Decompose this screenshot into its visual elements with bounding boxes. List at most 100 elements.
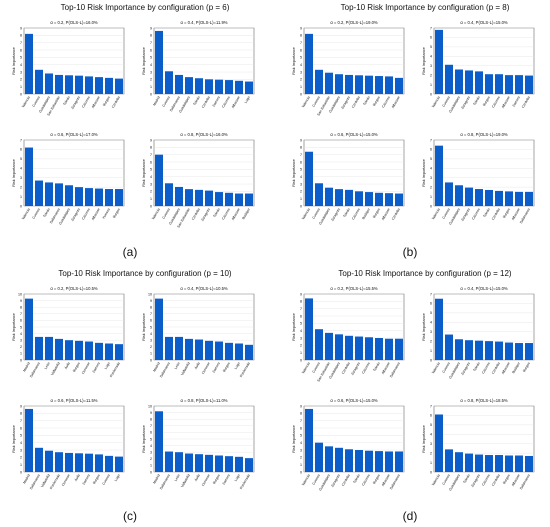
x-tick-label: Albacete: [511, 207, 521, 221]
bar-salamanca: [35, 336, 43, 360]
y-tick-label: 2: [150, 345, 152, 349]
bar-c-rdoba: [195, 189, 203, 206]
x-tick-label: Valencia: [431, 207, 441, 220]
x-tick-label: Cáceres: [481, 361, 491, 374]
y-tick-label: 7: [300, 419, 302, 423]
y-tick-label: 8: [150, 34, 152, 38]
x-tick-label: Zamora: [212, 95, 221, 107]
bar-c-ceres: [365, 450, 373, 472]
bar-guadalajara: [455, 339, 463, 360]
bar-san-sebasti-n: [55, 74, 63, 94]
y-tick-label: 5: [300, 434, 302, 438]
subplot-header: α = 0.4, P(OLS-L)=15.0%: [460, 286, 508, 291]
bar-guadalajara: [455, 185, 463, 206]
bar-c-ceres: [225, 192, 233, 206]
y-tick-label: 7: [150, 312, 152, 316]
bar-albacete: [395, 77, 403, 94]
x-tick-label: Ávila: [64, 361, 71, 369]
y-tick-label: 3: [300, 70, 302, 74]
x-tick-label: Córdoba: [201, 95, 211, 108]
y-axis-label: Risk Importance: [422, 425, 426, 452]
x-tick-label: Salamanca: [29, 361, 41, 378]
x-tick-label: Cuenca: [102, 473, 111, 485]
bar-guadalajara: [335, 74, 343, 94]
y-tick-label: 5: [300, 56, 302, 60]
bar-cuenca: [35, 69, 43, 94]
bar-c-ceres: [495, 74, 503, 94]
y-tick-label: 7: [430, 292, 432, 296]
y-tick-label: 2: [300, 456, 302, 460]
y-axis-label: Risk Importance: [292, 425, 296, 452]
y-tick-label: 5: [430, 157, 432, 161]
x-tick-label: Burgos: [212, 473, 221, 485]
x-tick-label: Cuenca: [162, 95, 171, 107]
x-tick-label: Cuenca: [442, 473, 451, 485]
y-tick-label: 0: [150, 470, 152, 474]
subplot-4: α = 0.8, P(OLS-L)=16.0% 0 1 2 3 4 5 6 7 8 9 Risk Im…: [142, 132, 255, 229]
y-tick-label: 1: [150, 197, 152, 201]
bar-toledo: [475, 340, 483, 360]
x-tick-label: Valencia: [431, 473, 441, 486]
y-tick-label: 7: [430, 404, 432, 408]
bar-valencia: [435, 414, 443, 472]
bar-c-rdoba: [345, 449, 353, 472]
y-tick-label: 6: [150, 319, 152, 323]
y-tick-label: 3: [430, 442, 432, 446]
y-tick-label: 2: [300, 190, 302, 194]
x-tick-label: Valladolid: [180, 361, 191, 376]
x-tick-label: Valencia: [301, 207, 311, 220]
y-axis-label: Risk Importance: [12, 47, 16, 74]
y-tick-label: 4: [20, 167, 22, 171]
bar-guadalajara: [65, 185, 73, 206]
x-tick-label: Lugo: [234, 361, 241, 370]
y-tick-label: 0: [20, 470, 22, 474]
x-tick-label: Toledo: [342, 207, 351, 218]
y-tick-label: 3: [300, 448, 302, 452]
y-tick-label: 1: [20, 195, 22, 199]
bar-valencia: [435, 298, 443, 360]
x-tick-label: Córdoba: [341, 361, 351, 374]
y-tick-label: 0: [20, 92, 22, 96]
x-tick-label: Cuenca: [312, 473, 321, 485]
bar-albacete: [235, 193, 243, 206]
y-tick-label: 1: [430, 195, 432, 199]
y-axis-label: Risk Importance: [142, 47, 146, 74]
bar-burgos: [115, 189, 123, 206]
x-tick-label: Córdoba: [191, 207, 201, 220]
x-tick-label: León: [174, 361, 181, 370]
subplot-header: α = 0.6, P(OLS-L)=15.0%: [330, 398, 378, 403]
y-tick-label: 7: [150, 153, 152, 157]
subplot-2: α = 0.4, P(OLS-L)=15.0% 0 1 2 3 4 5 6 7 Risk Impo…: [422, 20, 535, 114]
x-tick-label: Lugo: [244, 95, 251, 104]
bar-san-sebasti-n: [325, 72, 333, 94]
y-tick-label: 4: [300, 329, 302, 333]
x-tick-label: Albacete: [501, 361, 511, 375]
y-tick-label: 3: [430, 330, 432, 334]
y-tick-label: 0: [300, 358, 302, 362]
x-tick-label: Zaragoza: [70, 95, 81, 110]
y-tick-label: 6: [430, 36, 432, 40]
bar-toledo: [365, 75, 373, 94]
x-tick-label: Cuenca: [312, 95, 321, 107]
chart-title: Top-10 Risk Importance by configuration …: [341, 3, 510, 12]
y-tick-label: 8: [150, 418, 152, 422]
x-tick-label: Cuenca: [32, 95, 41, 107]
bar-zamora: [95, 342, 103, 360]
y-tick-label: 10: [148, 404, 152, 408]
y-tick-label: 3: [150, 70, 152, 74]
y-tick-label: 1: [300, 351, 302, 355]
x-tick-label: Toledo: [372, 361, 381, 372]
y-tick-label: 4: [150, 332, 152, 336]
bar-albacete: [505, 75, 513, 94]
bar-salamanca: [525, 191, 533, 206]
bar-cuenca: [315, 183, 323, 206]
bar-madrid: [25, 408, 33, 472]
x-tick-label: Zaragoza: [330, 207, 341, 222]
x-tick-label: Valencia: [431, 95, 441, 108]
x-tick-label: Albacete: [91, 95, 101, 109]
y-tick-label: 4: [150, 175, 152, 179]
bar-valencia: [155, 154, 163, 206]
bar-cuenca: [105, 455, 113, 472]
bar-ourense: [205, 454, 213, 472]
x-tick-label: Burgos: [522, 361, 531, 373]
